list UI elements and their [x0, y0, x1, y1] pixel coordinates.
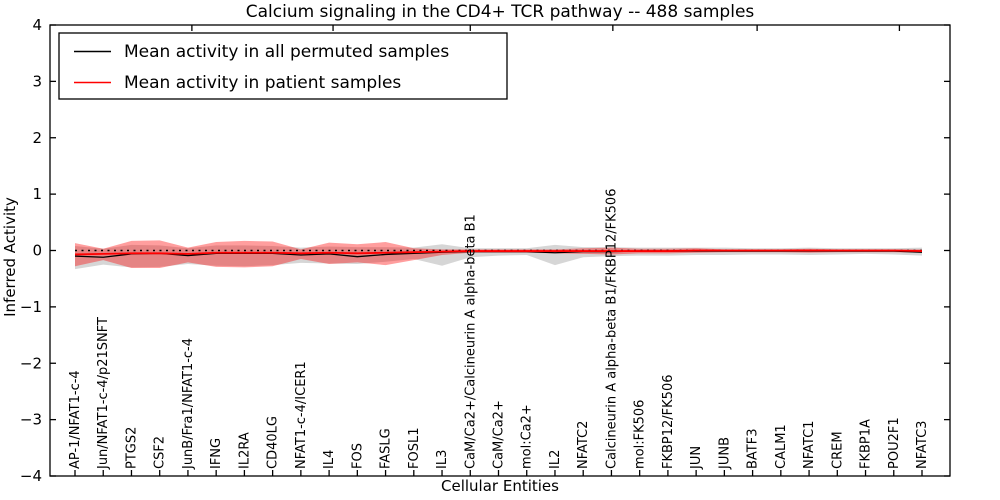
x-tick-label: mol:Ca2+ — [520, 404, 535, 469]
x-tick-label: NFAT1-c-4/ICER1 — [294, 361, 309, 469]
y-tick-label: 1 — [32, 185, 42, 203]
legend: Mean activity in all permuted samples Me… — [58, 32, 508, 100]
x-tick-label: CaM/Ca2+ — [492, 400, 507, 469]
y-tick-label: −4 — [20, 467, 42, 485]
chart-title: Calcium signaling in the CD4+ TCR pathwa… — [246, 2, 755, 22]
x-tick-label: AP-1/NFAT1-c-4 — [68, 370, 83, 469]
x-tick-label: IL2 — [548, 450, 563, 469]
legend-label-permuted: Mean activity in all permuted samples — [124, 42, 449, 62]
y-tick-label: −2 — [20, 354, 42, 372]
x-tick-label: JunB/Fra1/NFAT1-c-4 — [181, 338, 196, 470]
plot-area: 4 3 2 1 0 −1 −2 −3 −4 AP-1/NFAT1-c-4 Jun/NFAT1-c-4… — [20, 16, 951, 485]
y-tick-label: 3 — [32, 72, 42, 90]
x-tick-label: CaM/Ca2+/Calcineurin A alpha-beta B1 — [463, 214, 478, 469]
y-tick-label: −1 — [20, 298, 42, 316]
x-tick-label: CREM — [830, 431, 845, 469]
x-tick-label: NFATC1 — [802, 421, 817, 469]
x-tick-label: FASLG — [379, 428, 394, 469]
x-tick-label: BATF3 — [746, 429, 761, 470]
x-tick-label: CSF2 — [153, 436, 168, 469]
x-tick-label: mol:FK506 — [633, 400, 648, 469]
y-tick-label: 2 — [32, 129, 42, 147]
x-tick-label: PTGS2 — [124, 427, 139, 469]
x-tick-label: POU2F1 — [887, 417, 902, 469]
x-tick-label: Calcineurin A alpha-beta B1/FKBP12/FK506 — [604, 189, 619, 469]
x-tick-label: JUNB — [717, 437, 732, 470]
y-tick-label: −3 — [20, 411, 42, 429]
x-tick-label: CALM1 — [774, 424, 789, 469]
x-tick-label: NFATC2 — [576, 421, 591, 469]
x-tick-label: FKBP12/FK506 — [661, 375, 676, 470]
x-tick-label: Jun/NFAT1-c-4/p21SNFT — [96, 317, 111, 470]
x-tick-label: FKBP1A — [859, 419, 874, 469]
x-axis-label: Cellular Entities — [441, 477, 559, 495]
x-tick-label: NFATC3 — [915, 421, 930, 469]
y-tick-label: 0 — [32, 242, 42, 260]
x-tick-label: CD40LG — [266, 416, 281, 469]
x-tick-label: IL4 — [322, 450, 337, 469]
x-tick-label: IFNG — [209, 438, 224, 469]
y-axis-label: Inferred Activity — [1, 197, 19, 317]
legend-label-patient: Mean activity in patient samples — [124, 73, 401, 93]
x-tick-label: FOSL1 — [407, 428, 422, 469]
y-tick-label: 4 — [32, 16, 42, 34]
patient-band-area — [75, 240, 922, 268]
x-tick-label: IL2RA — [237, 432, 252, 469]
x-tick-label: IL3 — [435, 450, 450, 469]
legend-box — [58, 32, 508, 100]
patient-mean-line — [74, 249, 923, 256]
x-tick-label: JUN — [689, 446, 704, 470]
x-tick-label: FOS — [350, 443, 365, 469]
